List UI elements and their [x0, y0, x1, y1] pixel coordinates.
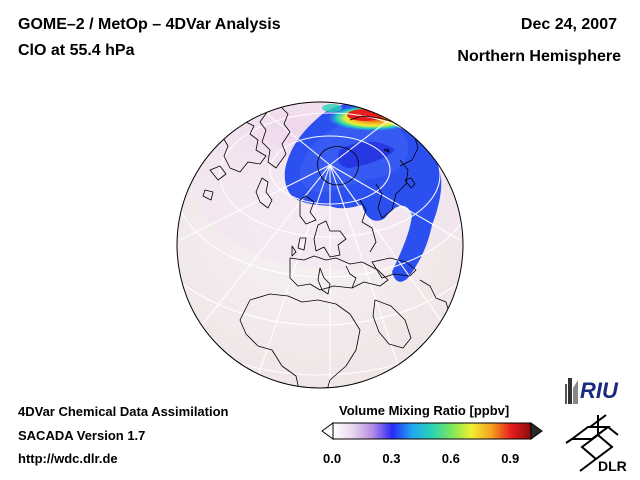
species-label: ClO at 55.4 hPa [18, 42, 135, 59]
dlr-logo: DLR [565, 414, 627, 473]
colorbar-title: Volume Mixing Ratio [ppbv] [339, 403, 510, 418]
colorbar-high-extend-arrow [530, 422, 543, 440]
colorbar [321, 422, 543, 440]
footer-system-label: 4DVar Chemical Data Assimilation [18, 404, 229, 419]
page-title: GOME–2 / MetOp – 4DVar Analysis [18, 16, 281, 33]
riu-logo: RIU [565, 378, 619, 404]
colorbar-tick-label: 0.6 [441, 451, 460, 466]
region-label: Northern Hemisphere [457, 48, 621, 65]
clo-field [177, 102, 463, 282]
footer-url-link[interactable]: http://wdc.dlr.de [18, 451, 118, 466]
footer-version-label: SACADA Version 1.7 [18, 428, 146, 443]
colorbar-low-extend-arrow [321, 422, 334, 440]
date-label: Dec 24, 2007 [520, 16, 617, 33]
colorbar-tick-label: 0.0 [323, 451, 342, 466]
globe-outline [176, 101, 464, 389]
svg-text:RIU: RIU [580, 378, 619, 403]
colorbar-tick-label: 0.9 [501, 451, 520, 466]
colorbar-tick-label: 0.3 [382, 451, 401, 466]
coastlines [202, 105, 451, 388]
svg-text:DLR: DLR [598, 458, 627, 473]
colorbar-gradient [332, 422, 532, 440]
